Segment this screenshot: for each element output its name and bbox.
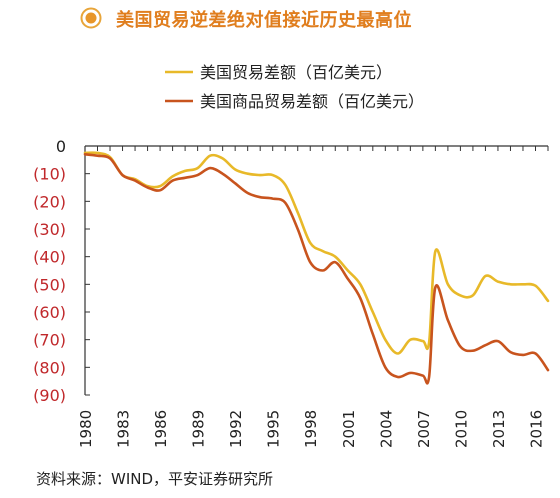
x-tick-label: 2001 <box>340 410 358 448</box>
series-group <box>83 151 550 385</box>
x-tick-label: 2010 <box>452 410 470 448</box>
x-tick-label: 1995 <box>265 410 283 448</box>
x-tick-label: 2016 <box>527 410 545 448</box>
series-line-1 <box>83 151 550 355</box>
chart-header: 美国贸易逆差绝对值接近历史最高位 <box>0 0 560 40</box>
x-tick-label: 2004 <box>377 410 395 448</box>
y-tick-label: 0 <box>56 137 66 156</box>
x-axis: 1980 1983 1986 1989 1992 1995 1998 2001 2004 2007… <box>77 145 549 448</box>
bullet-outer-ring <box>80 7 102 29</box>
source-note: 资料来源：WIND，平安证券研究所 <box>36 470 274 488</box>
bullet-inner-dot <box>85 12 97 24</box>
y-tick-label: (30) <box>33 220 66 239</box>
x-tick-label: 1986 <box>152 410 170 448</box>
x-tick-label: 1998 <box>302 410 320 448</box>
target-bullet-icon <box>80 7 102 29</box>
y-axis: 0 (10) (20) (30) (40) (50) (60) (70) (80) (90) <box>33 137 90 405</box>
y-tick-label: (90) <box>33 386 66 405</box>
y-tick-label: (40) <box>33 248 66 267</box>
y-tick-label: (60) <box>33 303 66 322</box>
y-tick-label: (20) <box>33 192 66 211</box>
y-tick-label: (70) <box>33 331 66 350</box>
y-tick-label: (80) <box>33 358 66 377</box>
legend-label-1: 美国贸易差额（百亿美元） <box>200 63 392 82</box>
x-tick-label: 1983 <box>115 410 133 448</box>
x-tick-label: 1980 <box>77 410 95 448</box>
legend: 美国贸易差额（百亿美元） 美国商品贸易差额（百亿美元） <box>165 63 424 111</box>
x-tick-label: 1992 <box>227 410 245 448</box>
x-tick-label: 2007 <box>415 410 433 448</box>
x-tick-label: 2013 <box>490 410 508 448</box>
series-line-2 <box>83 153 550 385</box>
chart-title: 美国贸易逆差绝对值接近历史最高位 <box>116 10 412 31</box>
y-tick-label: (10) <box>33 165 66 184</box>
x-tick-label: 1989 <box>190 410 208 448</box>
legend-label-2: 美国商品贸易差额（百亿美元） <box>200 92 424 111</box>
y-tick-label: (50) <box>33 275 66 294</box>
